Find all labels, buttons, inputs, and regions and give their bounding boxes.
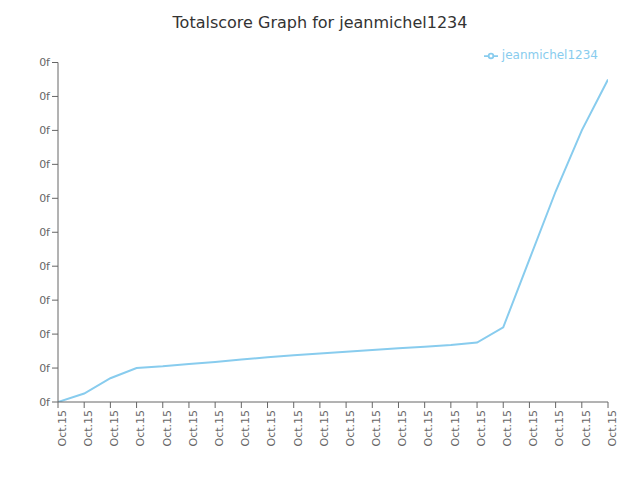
svg-text:Oct.15: Oct.15 bbox=[187, 410, 200, 447]
svg-text:Oct.15: Oct.15 bbox=[213, 410, 226, 447]
svg-text:0f: 0f bbox=[39, 294, 51, 307]
svg-text:0f: 0f bbox=[39, 328, 51, 341]
svg-text:0f: 0f bbox=[39, 90, 51, 103]
svg-text:0f: 0f bbox=[39, 192, 51, 205]
svg-text:Oct.15: Oct.15 bbox=[134, 410, 147, 447]
svg-text:Oct.15: Oct.15 bbox=[396, 410, 409, 447]
svg-text:0f: 0f bbox=[39, 226, 51, 239]
svg-text:Oct.15: Oct.15 bbox=[606, 410, 619, 447]
html-text:Totalscore Graph for jeanmiche: Totalscore Graph for jeanmichel1234 bbox=[172, 13, 468, 32]
svg-text:Oct.15: Oct.15 bbox=[449, 410, 462, 447]
html-text:jeanmichel1234: jeanmichel1234 bbox=[501, 48, 598, 62]
svg-text:Oct.15: Oct.15 bbox=[553, 410, 566, 447]
svg-text:Oct.15: Oct.15 bbox=[344, 410, 357, 447]
svg-text:Oct.15: Oct.15 bbox=[318, 410, 331, 447]
svg-text:Oct.15: Oct.15 bbox=[527, 410, 540, 447]
svg-text:Oct.15: Oct.15 bbox=[501, 410, 514, 447]
svg-text:0f: 0f bbox=[39, 260, 51, 273]
svg-text:0f: 0f bbox=[39, 56, 51, 69]
svg-text:0f: 0f bbox=[39, 158, 51, 171]
svg-text:Oct.15: Oct.15 bbox=[161, 410, 174, 447]
svg-text:Oct.15: Oct.15 bbox=[370, 410, 383, 447]
svg-text:0f: 0f bbox=[39, 124, 51, 137]
svg-text:0f: 0f bbox=[39, 396, 51, 409]
svg-text:Oct.15: Oct.15 bbox=[580, 410, 593, 447]
svg-text:Oct.15: Oct.15 bbox=[56, 410, 69, 447]
svg-text:Oct.15: Oct.15 bbox=[239, 410, 252, 447]
svg-text:Oct.15: Oct.15 bbox=[292, 410, 305, 447]
svg-text:Oct.15: Oct.15 bbox=[475, 410, 488, 447]
svg-text:0f: 0f bbox=[39, 362, 51, 375]
svg-text:Oct.15: Oct.15 bbox=[108, 410, 121, 447]
svg-text:Oct.15: Oct.15 bbox=[265, 410, 278, 447]
svg-text:Oct.15: Oct.15 bbox=[422, 410, 435, 447]
svg-text:Oct.15: Oct.15 bbox=[82, 410, 95, 447]
